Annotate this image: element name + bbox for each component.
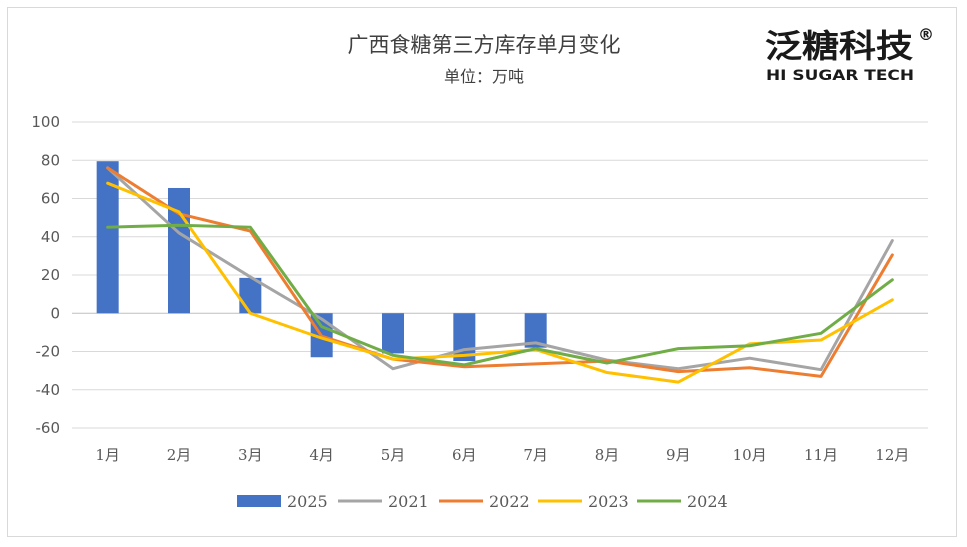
y-axis-ticks: 100 80 60 40 20 0 -20 -40 -60 bbox=[31, 113, 60, 437]
x-tick-label: 12月 bbox=[875, 446, 909, 464]
y-tick-label: -40 bbox=[36, 381, 61, 399]
y-tick-label: 0 bbox=[50, 304, 60, 322]
bar-2025-7月 bbox=[524, 313, 547, 348]
bar-2025-2月 bbox=[168, 187, 190, 314]
y-tick-label: 80 bbox=[41, 151, 60, 169]
x-tick-label: 4月 bbox=[309, 446, 334, 464]
x-tick-label: 10月 bbox=[733, 446, 767, 464]
chart-frame bbox=[7, 7, 957, 537]
line-series-2023 bbox=[106, 181, 894, 384]
x-tick-label: 6月 bbox=[452, 446, 477, 464]
logo-brand-en: HI SUGAR TECH bbox=[766, 68, 914, 84]
line-series-2021 bbox=[106, 166, 894, 372]
x-tick-label: 7月 bbox=[523, 446, 548, 464]
y-tick-label: 20 bbox=[41, 266, 60, 284]
x-tick-label: 2月 bbox=[167, 446, 192, 464]
legend-label-2023: 2023 bbox=[588, 492, 629, 511]
y-tick-label: 60 bbox=[41, 190, 60, 208]
x-tick-label: 5月 bbox=[381, 446, 406, 464]
y-tick-label: 100 bbox=[31, 113, 60, 131]
x-tick-label: 11月 bbox=[804, 446, 838, 464]
x-tick-label: 9月 bbox=[666, 446, 691, 464]
logo-brand-cn: 泛糖科技 bbox=[765, 27, 913, 65]
chart-title: 广西食糖第三方库存单月变化 bbox=[348, 33, 621, 57]
bar-series-2025 bbox=[96, 161, 547, 362]
legend-swatch-2025 bbox=[237, 495, 281, 507]
x-tick-label: 1月 bbox=[95, 446, 120, 464]
legend-label-2021: 2021 bbox=[388, 492, 429, 511]
legend-label-2025: 2025 bbox=[287, 492, 328, 511]
x-axis-ticks: 1月 2月 3月 4月 5月 6月 7月 8月 9月 10月 11月 12月 bbox=[95, 446, 909, 464]
legend-label-2022: 2022 bbox=[489, 492, 530, 511]
line-series-group bbox=[106, 166, 894, 384]
legend: 2025 2021 2022 2023 2024 bbox=[237, 492, 728, 511]
bar-2025-5月 bbox=[382, 313, 404, 354]
line-series-2024 bbox=[106, 223, 894, 367]
x-tick-label: 3月 bbox=[238, 446, 263, 464]
chart-subtitle: 单位：万吨 bbox=[444, 67, 524, 86]
y-tick-label: -60 bbox=[36, 419, 61, 437]
brand-logo: 泛糖科技 ® HI SUGAR TECH bbox=[765, 25, 934, 84]
logo-registered-mark: ® bbox=[918, 25, 934, 44]
bar-2025-1月 bbox=[96, 161, 119, 314]
x-tick-label: 8月 bbox=[595, 446, 620, 464]
y-tick-label: -20 bbox=[36, 343, 61, 361]
y-tick-label: 40 bbox=[41, 228, 60, 246]
legend-label-2024: 2024 bbox=[687, 492, 728, 511]
gridlines bbox=[72, 121, 928, 429]
